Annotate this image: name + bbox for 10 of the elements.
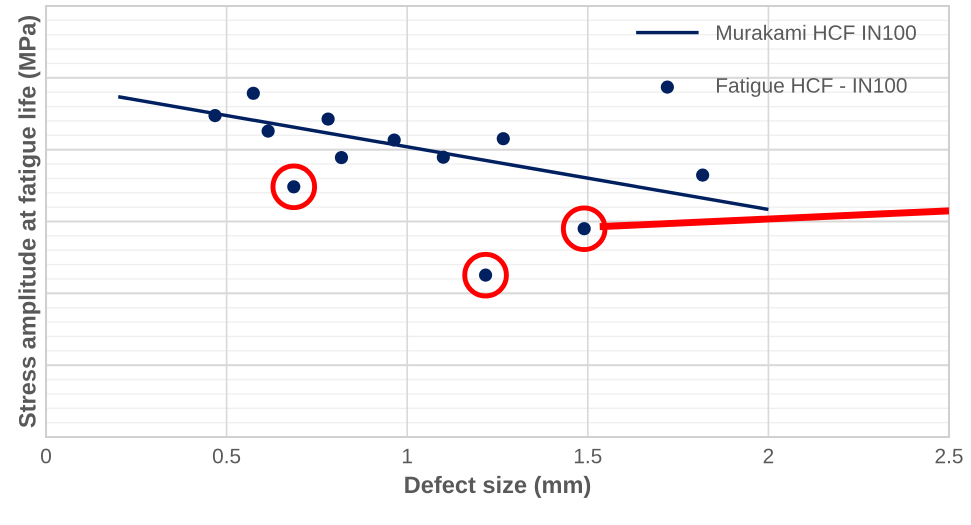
x-tick-label: 1.5: [574, 448, 602, 464]
x-tick-label: 2: [764, 448, 774, 464]
x-tick-label: 0.5: [212, 448, 240, 464]
x-tick-label: 0: [41, 448, 51, 464]
legend-label: Fatigue HCF - IN100: [716, 78, 907, 97]
x-tick-label: 2.5: [936, 448, 963, 464]
legend-label: Murakami HCF IN100: [716, 24, 916, 40]
y-axis-title: Stress amplitude at fatigue life (MPa): [18, 16, 40, 428]
x-tick-label: 1: [402, 448, 412, 464]
x-axis-title: Defect size (mm): [405, 476, 590, 498]
